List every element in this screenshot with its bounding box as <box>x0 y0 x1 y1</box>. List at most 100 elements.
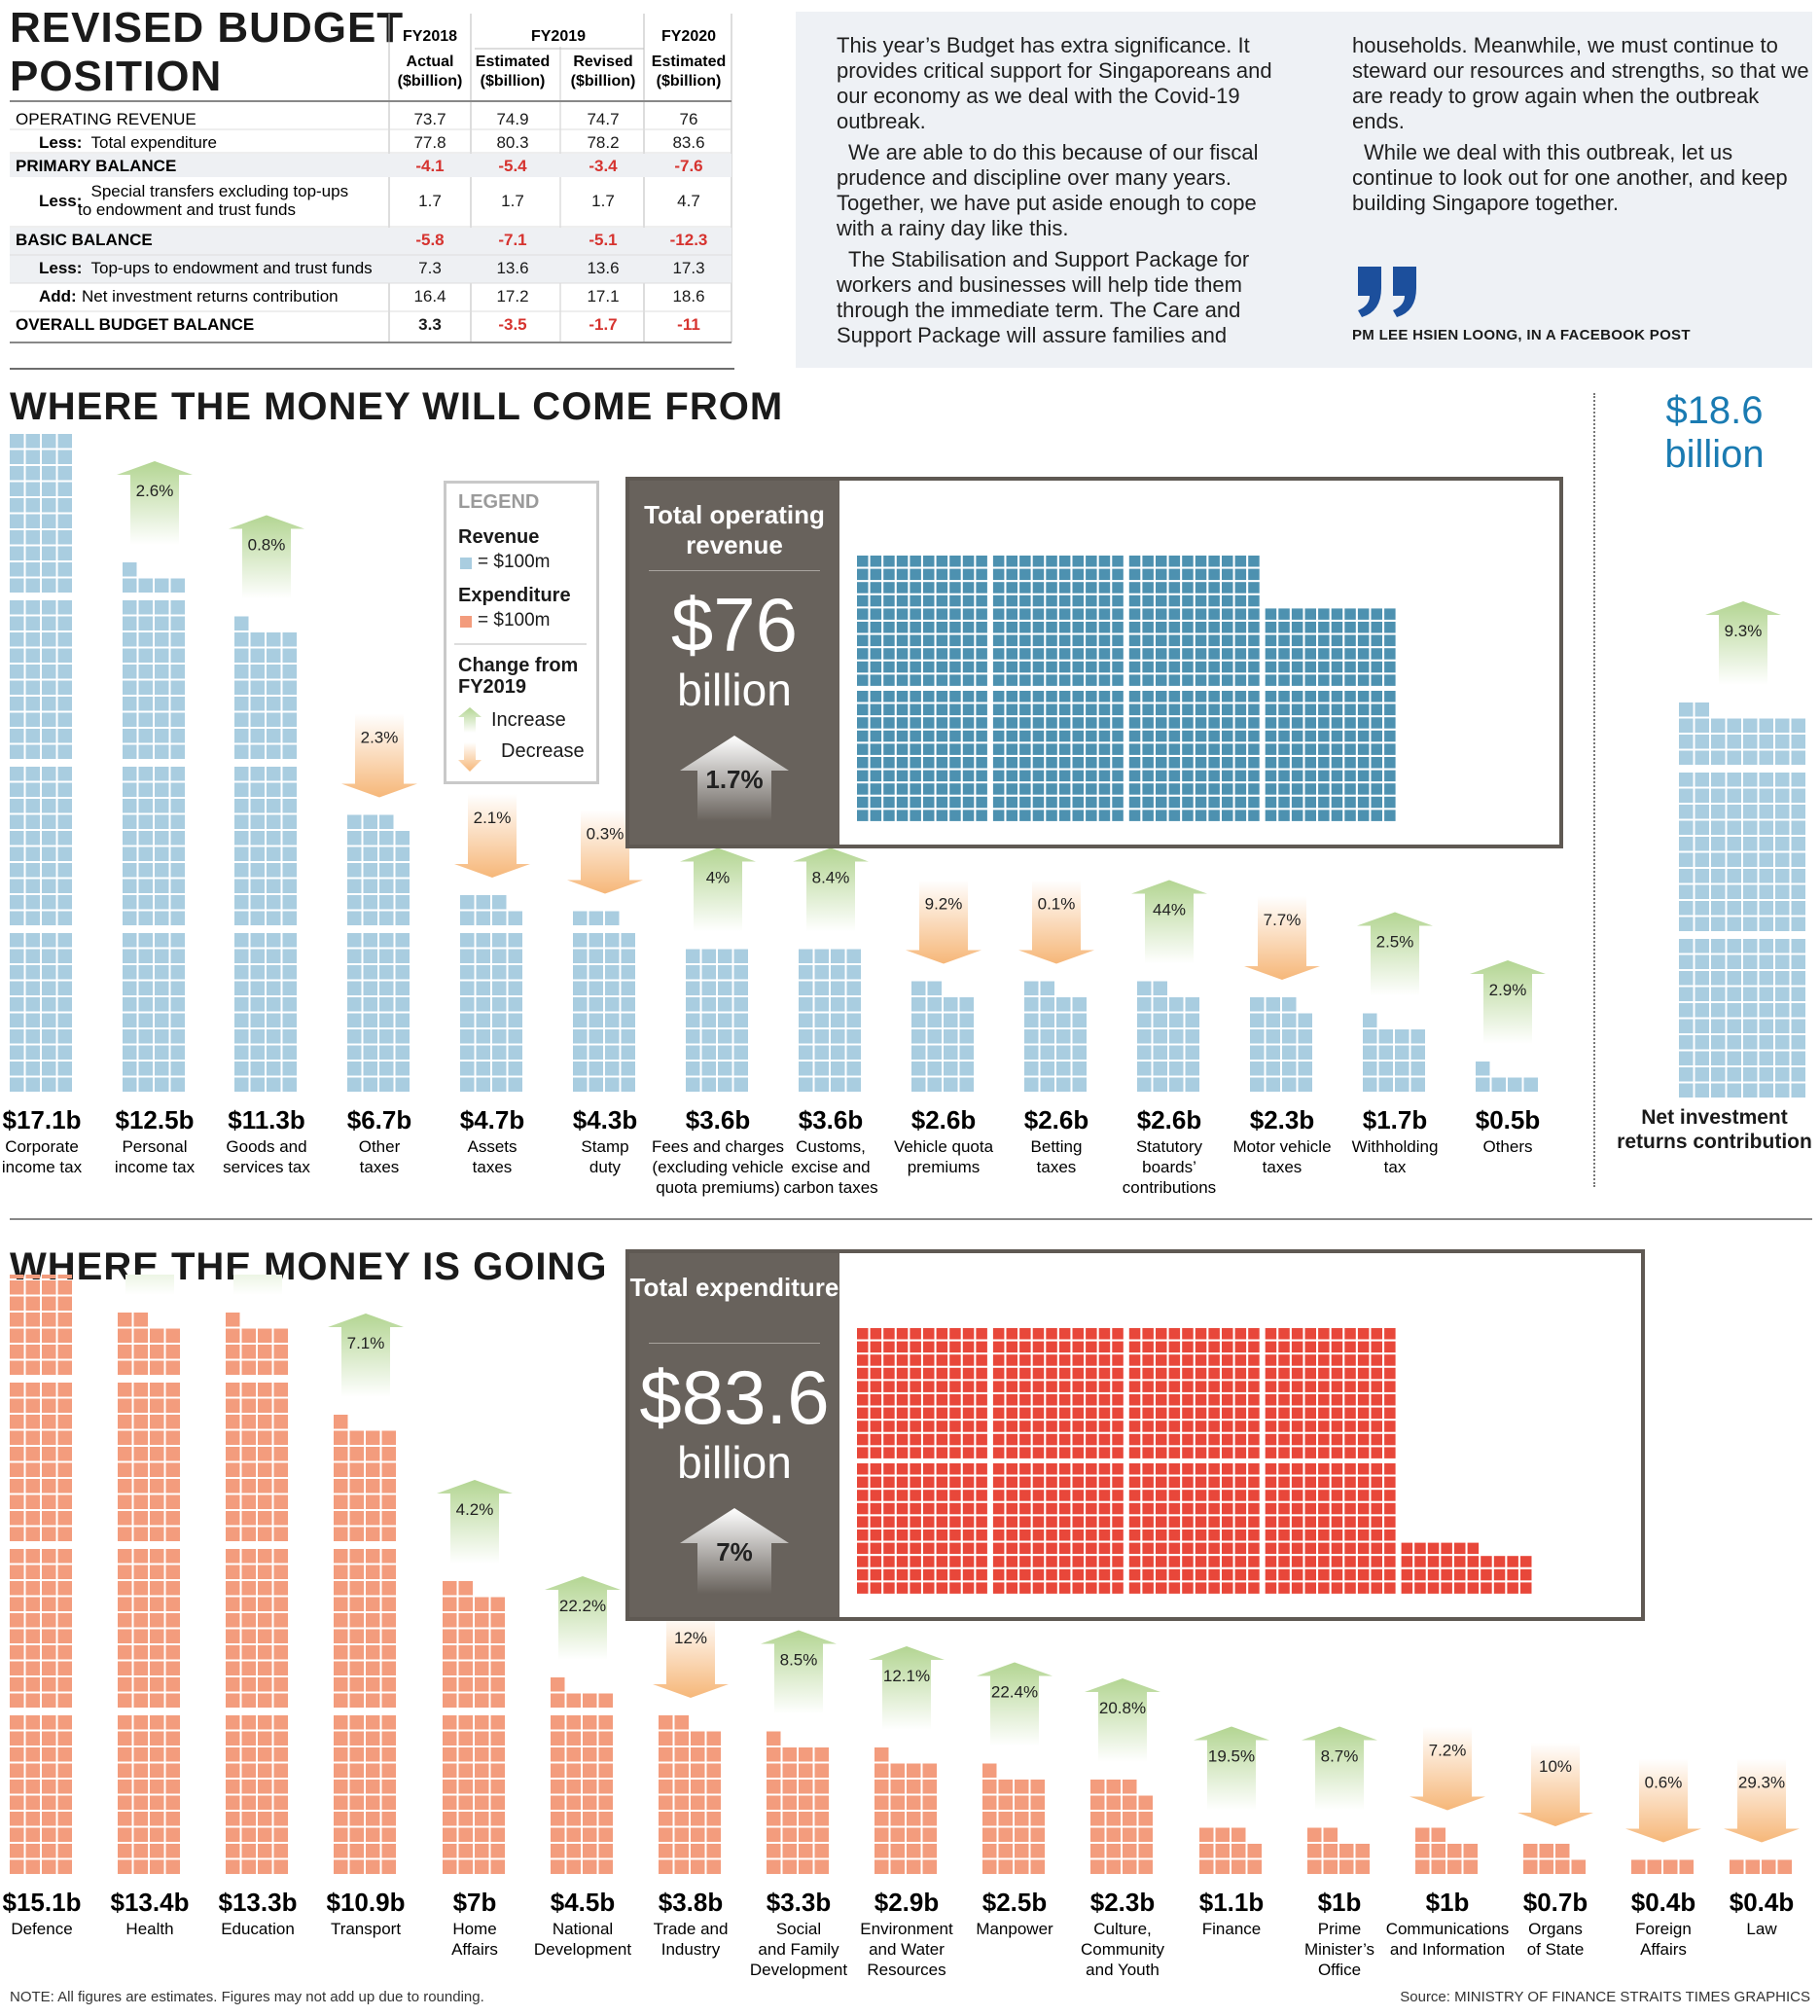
unit-cell <box>258 1780 272 1794</box>
total-revenue-cell <box>1182 770 1194 782</box>
table-cell: -11 <box>677 315 700 334</box>
expenditure-value-label: $3.8b <box>659 1888 724 1917</box>
total-expenditure-cell <box>1058 1341 1071 1353</box>
unit-cell <box>57 1462 72 1477</box>
unit-cell <box>1759 971 1773 986</box>
total-expenditure-cell <box>1046 1502 1057 1515</box>
unit-cell <box>1743 718 1758 733</box>
total-expenditure-cell <box>1318 1556 1330 1567</box>
unit-cell <box>846 997 861 1012</box>
total-expenditure-cell <box>1357 1582 1370 1594</box>
total-revenue-cell <box>992 810 1005 821</box>
table-row-shade <box>10 256 732 283</box>
unit-cell <box>566 1795 581 1810</box>
total-revenue-cell <box>1058 730 1071 742</box>
unit-cell <box>490 1812 505 1826</box>
unit-cell <box>706 1731 721 1746</box>
unit-cell <box>982 1763 997 1778</box>
unit-cell <box>150 1383 164 1397</box>
total-revenue-cell <box>910 594 921 607</box>
total-revenue-cell <box>910 703 921 716</box>
total-revenue-cell <box>896 691 909 702</box>
total-revenue-cell <box>870 717 882 729</box>
unit-cell <box>258 1693 272 1708</box>
unit-cell <box>814 1812 829 1826</box>
total-revenue-cell <box>1344 661 1356 673</box>
total-expenditure-cell <box>1331 1568 1343 1581</box>
unit-cell <box>138 895 153 910</box>
unit-cell <box>42 895 56 910</box>
total-expenditure-cell <box>1032 1394 1045 1406</box>
total-revenue-cell <box>1046 770 1057 782</box>
total-revenue-cell <box>1234 634 1247 647</box>
total-revenue-cell <box>1195 810 1207 821</box>
unit-cell <box>701 1013 716 1027</box>
total-expenditure-cell <box>1046 1476 1057 1489</box>
unit-cell <box>347 997 362 1012</box>
unit-cell <box>566 1763 581 1778</box>
total-expenditure-cell <box>1318 1394 1330 1406</box>
revenue-category-label: (excluding vehicle <box>652 1158 783 1176</box>
unit-cell <box>123 814 137 829</box>
total-revenue-cell <box>1182 703 1194 716</box>
total-revenue-cell <box>1234 717 1247 729</box>
total-revenue-cell <box>1357 661 1370 673</box>
total-expenditure-cell <box>1278 1582 1290 1594</box>
total-revenue-cell <box>962 634 975 647</box>
total-expenditure-cell <box>1086 1556 1097 1567</box>
revenue-value-label: $1.7b <box>1363 1105 1428 1134</box>
total-expenditure-cell <box>1156 1421 1167 1432</box>
total-expenditure-cell <box>1234 1421 1247 1432</box>
total-expenditure-cell <box>1112 1381 1124 1392</box>
unit-cell <box>150 1345 164 1359</box>
unit-cell <box>799 1859 813 1874</box>
expenditure-value-label: $13.3b <box>219 1888 298 1917</box>
unit-cell <box>170 600 185 615</box>
unit-cell <box>155 965 169 980</box>
total-revenue-cell <box>1195 770 1207 782</box>
total-expenditure-cell <box>870 1530 882 1541</box>
total-revenue-cell <box>936 770 948 782</box>
unit-cell <box>1679 1003 1694 1018</box>
total-revenue-cell <box>1182 594 1194 607</box>
unit-cell <box>226 1747 240 1762</box>
unit-cell <box>1791 805 1805 819</box>
change-label: 29.3% <box>1738 1774 1785 1792</box>
unit-cell <box>10 562 24 577</box>
unit-cell <box>476 1013 490 1027</box>
total-expenditure-cell <box>1142 1433 1154 1446</box>
unit-cell <box>366 1613 380 1628</box>
unit-cell <box>258 1360 272 1375</box>
unit-cell <box>381 1527 396 1541</box>
total-expenditure-cell <box>1019 1354 1031 1366</box>
total-revenue-cell <box>857 608 869 620</box>
unit-cell <box>363 831 377 846</box>
expenditure-change-arrow: 22.2% <box>545 1576 621 1660</box>
total-expenditure-cell <box>1006 1341 1017 1353</box>
nir-bar <box>1679 702 1805 1098</box>
unit-cell <box>10 1383 24 1397</box>
unit-cell <box>25 949 40 963</box>
total-revenue-cell <box>1019 703 1031 716</box>
unit-cell <box>165 1565 180 1579</box>
total-revenue-cell <box>992 743 1005 755</box>
total-expenditure-cell <box>896 1463 909 1475</box>
total-expenditure-cell <box>1357 1328 1370 1340</box>
unit-cell <box>10 1077 24 1092</box>
unit-cell <box>1137 1045 1152 1060</box>
unit-cell <box>42 863 56 878</box>
unit-cell <box>165 1677 180 1692</box>
total-revenue-cell <box>1072 661 1084 673</box>
total-expenditure-cell <box>1072 1556 1084 1567</box>
total-expenditure-cell <box>1248 1381 1260 1392</box>
total-revenue-cell <box>1304 608 1316 620</box>
total-expenditure-cell <box>1128 1367 1141 1380</box>
unit-cell <box>10 911 24 925</box>
total-revenue-cell <box>1032 717 1045 729</box>
total-expenditure-cell <box>1208 1407 1220 1420</box>
change-label: 8.5% <box>780 1651 818 1670</box>
unit-cell <box>1679 869 1694 883</box>
total-revenue-cell <box>1046 594 1057 607</box>
total-revenue-cell <box>1156 674 1167 686</box>
unit-cell <box>1355 1859 1370 1874</box>
